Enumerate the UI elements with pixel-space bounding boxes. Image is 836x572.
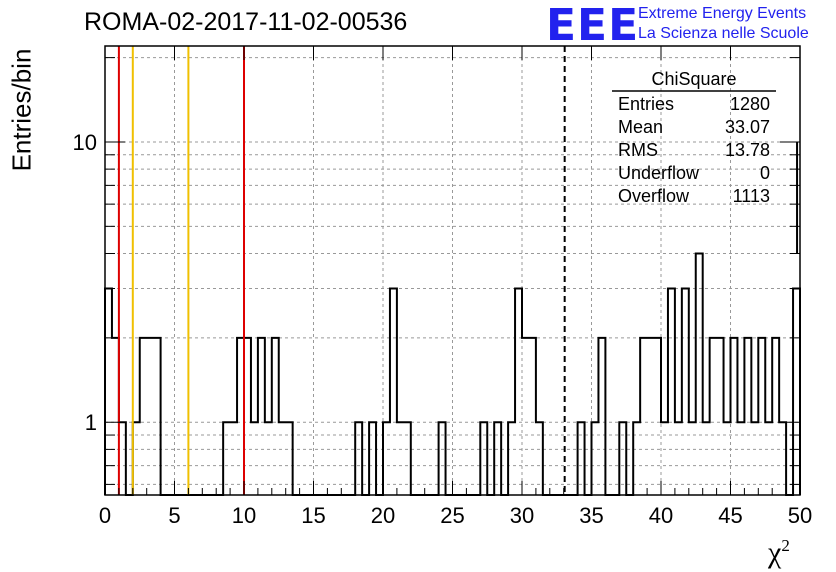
y-tick-label: 10 — [73, 130, 97, 155]
eee-logo-mark: EEE — [546, 0, 640, 51]
histogram-series — [104, 252, 801, 496]
y-tick-label: 1 — [85, 410, 97, 435]
plot-title: ROMA-02-2017-11-02-00536 — [84, 8, 408, 36]
x-tick-label: 35 — [579, 503, 603, 528]
eee-logo: EEE Extreme Energy Events La Scienza nel… — [546, 0, 836, 51]
x-axis-label-sup: 2 — [781, 536, 790, 555]
x-tick-label: 15 — [301, 503, 325, 528]
x-axis-label-chi: χ — [768, 536, 782, 569]
x-tick-label: 50 — [788, 503, 812, 528]
x-tick-label: 25 — [440, 503, 464, 528]
logo-line-2: La Scienza nelle Scuole — [638, 25, 809, 42]
stats-label: Mean — [618, 117, 663, 137]
x-axis-label: χ2 — [768, 536, 790, 570]
stats-label: Underflow — [618, 163, 700, 183]
stats-value: 33.07 — [725, 117, 770, 137]
x-tick-label: 20 — [371, 503, 395, 528]
stats-value: 0 — [760, 163, 770, 183]
x-tick-label: 10 — [232, 503, 256, 528]
stats-label: RMS — [618, 140, 658, 160]
stats-label: Overflow — [618, 186, 690, 206]
stats-value: 1113 — [733, 186, 770, 206]
x-tick-label: 30 — [510, 503, 534, 528]
stats-label: Entries — [618, 94, 674, 114]
stats-title: ChiSquare — [651, 69, 736, 89]
x-tick-label: 0 — [99, 503, 111, 528]
logo-line-1: Extreme Energy Events — [638, 5, 807, 22]
x-tick-label: 40 — [649, 503, 673, 528]
x-tick-label: 45 — [718, 503, 742, 528]
stats-value: 13.78 — [725, 140, 770, 160]
stats-value: 1280 — [730, 94, 770, 114]
x-tick-label: 5 — [168, 503, 180, 528]
